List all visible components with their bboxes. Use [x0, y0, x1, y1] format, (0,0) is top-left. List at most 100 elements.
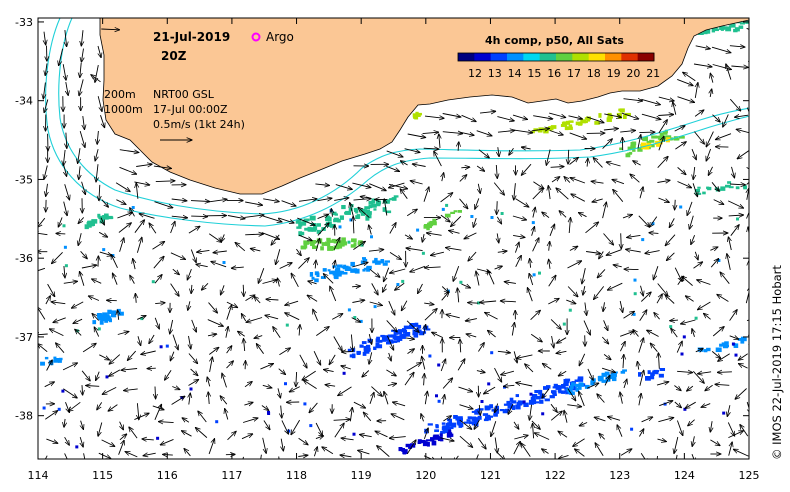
current-vector	[650, 343, 658, 352]
sst-pixel	[303, 240, 310, 245]
current-vector	[389, 223, 396, 234]
colorbar-tick-label: 17	[567, 67, 581, 80]
current-vector	[582, 268, 586, 284]
current-vector	[56, 343, 65, 353]
sst-pixel	[721, 342, 726, 347]
current-vector	[424, 267, 441, 268]
sst-pixel	[433, 434, 439, 438]
sst-pixel	[735, 186, 740, 190]
current-vector	[604, 113, 621, 117]
current-vector	[697, 280, 711, 285]
current-vector	[640, 453, 648, 459]
current-vector	[475, 454, 479, 459]
sst-pixel	[428, 354, 432, 358]
current-vector	[710, 73, 713, 83]
colorbar-tick-label: 15	[527, 67, 541, 80]
current-vector	[155, 386, 156, 399]
sst-pixel	[740, 336, 745, 340]
sst-pixel	[86, 224, 92, 228]
current-vector	[424, 325, 426, 335]
sst-pixel	[505, 408, 509, 413]
current-vector	[641, 98, 660, 104]
current-vector	[388, 300, 395, 315]
sst-pixel	[342, 271, 348, 275]
sst-pixel	[711, 28, 716, 33]
sst-pixel	[632, 312, 636, 316]
sst-pixel	[222, 261, 226, 264]
current-vector	[466, 334, 477, 337]
sst-pixel	[655, 135, 662, 139]
current-vector	[153, 256, 164, 269]
current-vector	[149, 334, 155, 344]
current-vector	[324, 370, 334, 372]
sst-pixel	[493, 413, 498, 417]
current-vector	[281, 438, 283, 451]
sst-pixel	[412, 329, 416, 335]
current-vector	[53, 317, 66, 323]
sst-pixel	[601, 372, 608, 377]
current-vector	[459, 175, 467, 182]
current-vector	[685, 296, 694, 302]
sst-pixel	[719, 343, 723, 347]
sst-pixel	[419, 331, 425, 336]
current-vector	[265, 315, 279, 320]
current-vector	[261, 405, 269, 411]
sst-pixel	[663, 402, 667, 406]
sst-pixel	[575, 383, 581, 388]
sst-pixel	[333, 245, 340, 250]
current-vector	[406, 248, 423, 251]
current-vector	[442, 378, 453, 389]
current-vector	[155, 303, 165, 304]
sst-pixel	[728, 25, 732, 28]
sst-pixel	[337, 218, 341, 223]
current-vector	[422, 132, 439, 133]
current-vector	[38, 267, 46, 272]
sst-pixel	[726, 26, 731, 31]
sst-pixel	[480, 400, 484, 403]
sst-pixel	[431, 440, 437, 446]
current-vector	[360, 435, 372, 437]
argo-label: Argo	[266, 30, 294, 44]
current-vector	[170, 221, 175, 234]
current-vector	[715, 384, 730, 385]
sst-pixel	[354, 209, 359, 213]
colorbar-swatch	[556, 53, 573, 61]
current-vector	[513, 441, 521, 455]
current-vector	[645, 251, 660, 254]
sst-pixel	[583, 120, 588, 124]
current-vector	[386, 320, 398, 332]
sst-pixel	[309, 424, 313, 428]
sst-pixel	[376, 344, 381, 348]
sst-pixel	[619, 108, 625, 113]
current-vector	[728, 215, 744, 216]
current-vector	[407, 133, 426, 138]
current-vector	[44, 99, 49, 113]
sst-pixel	[703, 349, 708, 353]
current-vector	[136, 183, 138, 199]
map-date: 21-Jul-2019	[153, 30, 230, 44]
current-vector	[497, 130, 515, 132]
current-vector	[95, 149, 98, 161]
current-vector	[405, 338, 415, 339]
current-vector	[423, 148, 439, 149]
sst-pixel	[446, 422, 452, 427]
current-vector	[603, 129, 618, 131]
current-vector	[238, 331, 245, 337]
sst-pixel	[348, 207, 353, 212]
current-vector	[46, 438, 57, 443]
sst-pixel	[326, 238, 331, 242]
sst-pixel	[102, 215, 108, 220]
current-vector	[594, 417, 606, 422]
sst-pixel	[430, 437, 435, 442]
current-vector	[142, 439, 154, 440]
current-vector	[568, 149, 569, 164]
current-vector	[675, 454, 678, 459]
current-vector	[579, 391, 585, 407]
current-vector	[155, 181, 175, 182]
sst-pixel	[474, 417, 479, 423]
current-vector	[750, 273, 763, 284]
sst-pixel	[401, 333, 407, 337]
current-vector	[79, 79, 84, 95]
current-vector	[608, 417, 621, 421]
current-vector	[468, 303, 479, 304]
